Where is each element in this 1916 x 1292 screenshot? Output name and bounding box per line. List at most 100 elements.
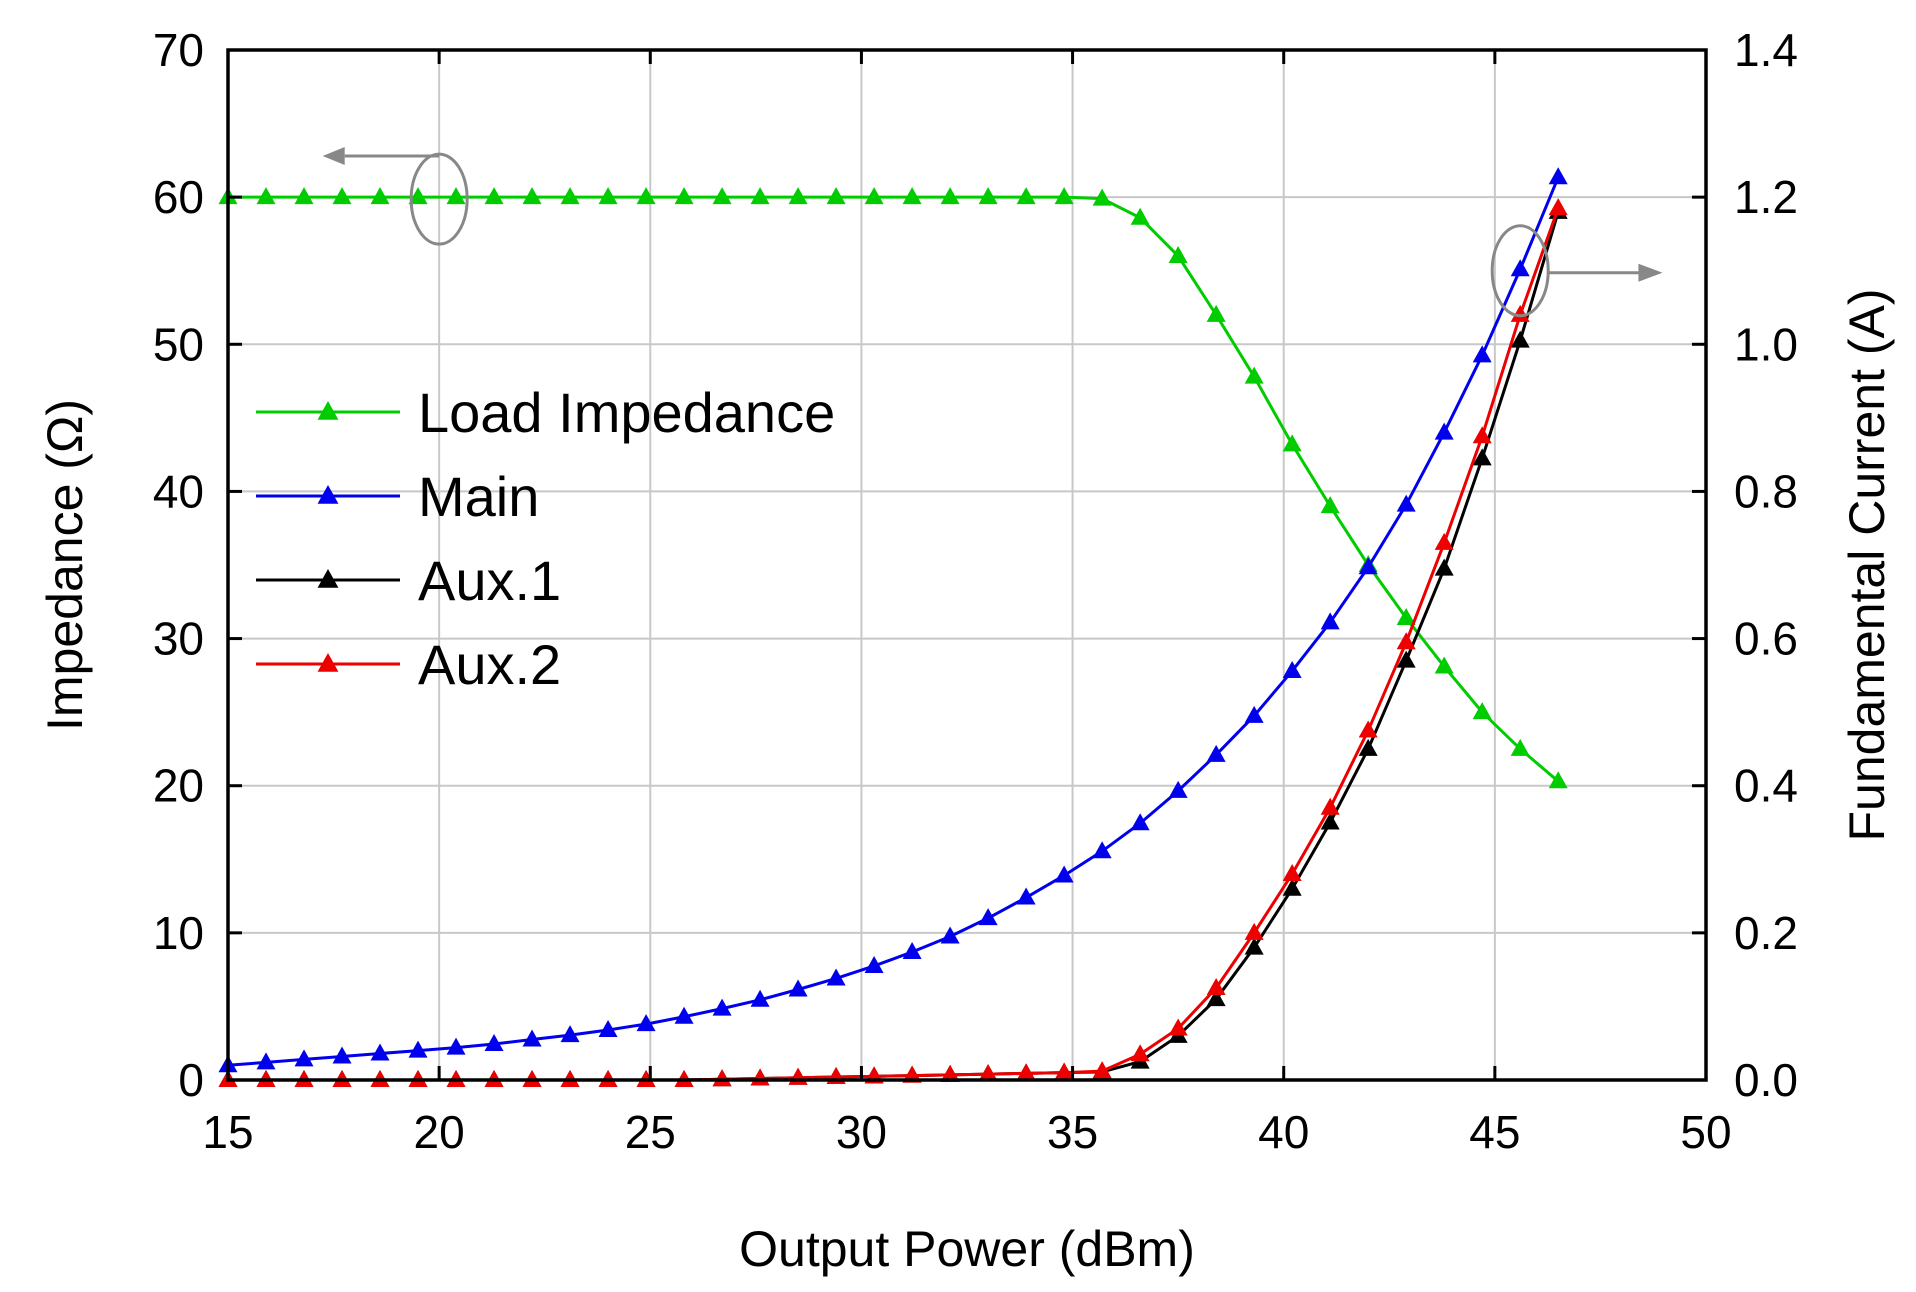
legend-label: Aux.2: [418, 633, 561, 696]
y-tick-label-right: 1.0: [1734, 318, 1798, 370]
data-point: [1130, 813, 1150, 831]
data-point: [864, 187, 884, 205]
data-point: [1510, 259, 1530, 277]
x-tick-label: 45: [1469, 1106, 1520, 1158]
data-point: [332, 187, 352, 205]
legend-marker: [317, 569, 339, 588]
data-point: [1054, 1062, 1074, 1080]
data-point: [1548, 167, 1568, 185]
data-point: [1282, 878, 1302, 896]
data-point: [1206, 304, 1226, 322]
data-point: [1054, 865, 1074, 883]
data-point: [1472, 426, 1492, 444]
data-point: [1244, 705, 1264, 723]
y-tick-label-right: 1.4: [1734, 24, 1798, 76]
data-point: [1548, 198, 1568, 216]
y-tick-label-right: 0.2: [1734, 907, 1798, 959]
series-group: [218, 167, 1568, 1087]
data-point: [1472, 345, 1492, 363]
x-tick-label: 20: [414, 1106, 465, 1158]
data-point: [598, 1019, 618, 1037]
annotation-group: [322, 147, 1663, 318]
data-point: [1320, 812, 1340, 830]
y-axis-title-right: Fundamental Current (A): [1839, 288, 1895, 841]
y-tick-label-right: 0.6: [1734, 613, 1798, 665]
data-point: [1016, 887, 1036, 905]
data-point: [1548, 771, 1568, 789]
y-tick-label-left: 50: [153, 318, 204, 370]
data-point: [712, 187, 732, 205]
data-point: [522, 187, 542, 205]
legend: Load Impedance Main Aux.1 Aux.2: [256, 381, 835, 696]
data-point: [1244, 937, 1264, 955]
data-point: [712, 1069, 732, 1087]
axis-indicator-ellipse-right: [1490, 224, 1550, 318]
plot-border: [226, 48, 1708, 1082]
legend-label: Load Impedance: [418, 381, 835, 444]
y-tick-label-right: 1.2: [1734, 171, 1798, 223]
y-tick-label-left: 20: [153, 760, 204, 812]
data-point: [294, 1049, 314, 1067]
y-tick-label-right: 0.4: [1734, 760, 1798, 812]
data-point: [256, 187, 276, 205]
data-point: [560, 1025, 580, 1043]
data-point: [902, 187, 922, 205]
legend-marker: [317, 485, 339, 504]
data-point: [1016, 187, 1036, 205]
data-point: [1282, 864, 1302, 881]
data-point: [1396, 607, 1416, 625]
y-tick-label-right: 0.8: [1734, 465, 1798, 517]
data-point: [1320, 612, 1340, 630]
arrowhead-right: [1638, 263, 1663, 282]
data-point: [750, 187, 770, 205]
data-point: [1092, 1061, 1112, 1079]
data-point: [1510, 304, 1530, 322]
data-point: [1244, 366, 1264, 384]
y-tick-label-right: 0.0: [1734, 1054, 1798, 1106]
data-point: [1244, 922, 1264, 940]
data-point: [484, 187, 504, 205]
tick-group: 15 20 25 30 35 40 45 50 0 10 20 30 40 50 60 70 0.0 0.2 0.4…: [153, 24, 1798, 1158]
data-point: [1168, 246, 1188, 263]
data-point: [1396, 494, 1416, 512]
data-point: [750, 989, 770, 1007]
data-point: [1206, 978, 1226, 996]
legend-label: Main: [418, 465, 539, 528]
data-point: [1168, 1018, 1188, 1036]
data-point: [902, 941, 922, 959]
data-point: [1510, 330, 1530, 348]
data-point: [446, 1037, 466, 1055]
data-point: [1358, 738, 1378, 756]
data-point: [940, 926, 960, 944]
data-point: [598, 187, 618, 205]
data-point: [1054, 187, 1074, 205]
data-point: [1092, 841, 1112, 859]
data-point: [712, 998, 732, 1016]
data-point: [1396, 650, 1416, 668]
data-point: [1168, 780, 1188, 798]
data-point: [1472, 702, 1492, 720]
data-point: [978, 908, 998, 926]
x-tick-label: 40: [1258, 1106, 1309, 1158]
data-point: [1282, 660, 1302, 678]
data-point: [978, 187, 998, 205]
data-point: [1016, 1063, 1036, 1081]
data-point: [940, 187, 960, 205]
data-point: [1130, 1044, 1150, 1062]
data-point: [294, 187, 314, 205]
data-point: [636, 187, 656, 205]
y-tick-label-left: 30: [153, 613, 204, 665]
data-point: [370, 187, 390, 205]
x-tick-label: 25: [625, 1106, 676, 1158]
series-line-main: [227, 176, 1560, 1067]
x-tick-label: 50: [1680, 1106, 1731, 1158]
data-point: [826, 187, 846, 205]
legend-marker: [317, 401, 339, 420]
data-point: [408, 1040, 428, 1058]
data-point: [1396, 632, 1416, 650]
axis-indicator-ellipse-left: [409, 152, 469, 246]
data-point: [256, 1052, 276, 1070]
data-point: [1320, 496, 1340, 514]
data-point: [636, 1014, 656, 1032]
